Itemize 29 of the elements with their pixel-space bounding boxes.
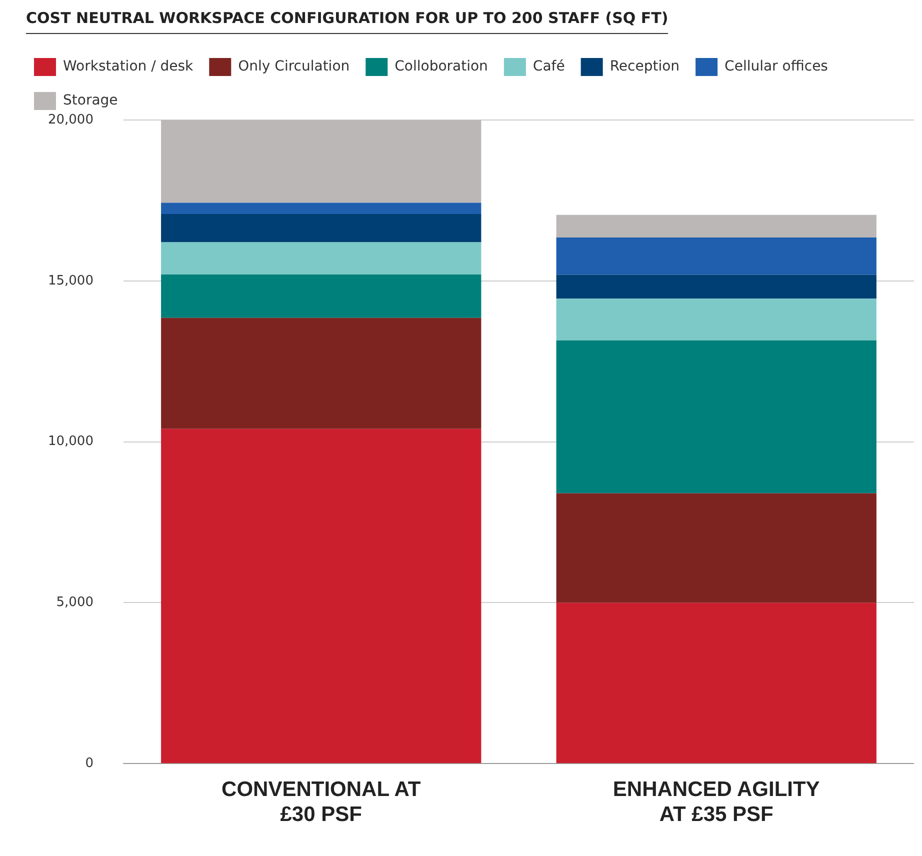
bar	[161, 242, 482, 274]
x-tick-label: CONVENTIONAL AT £30 PSF	[222, 778, 421, 826]
bar	[556, 237, 876, 275]
y-tick-label: 10,000	[48, 434, 94, 450]
bar	[556, 340, 876, 494]
y-tick-label: 5,000	[56, 595, 94, 610]
legend-label: Reception	[610, 58, 680, 75]
chart-title: COST NEUTRAL WORKSPACE CONFIGURATION FOR UP TO 200 STAFF (SQ FT)	[26, 9, 668, 34]
legend-label: Workstation / desk	[63, 58, 194, 75]
legend-label: Storage	[63, 92, 118, 109]
bar	[161, 214, 482, 242]
y-tick-label: 15,000	[48, 273, 94, 288]
bar	[556, 214, 876, 238]
bar	[556, 298, 876, 340]
bar	[161, 274, 482, 318]
bar	[556, 602, 876, 764]
bar	[161, 120, 482, 203]
bar	[556, 274, 876, 299]
legend-label: Only Circulation	[238, 58, 350, 75]
y-tick-label: 0	[85, 756, 94, 771]
y-tick-label: 20,000	[48, 112, 94, 128]
legend-label: Colloboration	[394, 58, 488, 75]
bar	[161, 202, 482, 214]
bar	[161, 428, 482, 764]
legend-label: Café	[532, 58, 565, 75]
bar	[556, 493, 876, 603]
legend-label: Cellular offices	[724, 58, 828, 75]
bar	[161, 318, 482, 429]
x-tick-label: ENHANCED AGILITY AT £35 PSF	[612, 778, 820, 826]
